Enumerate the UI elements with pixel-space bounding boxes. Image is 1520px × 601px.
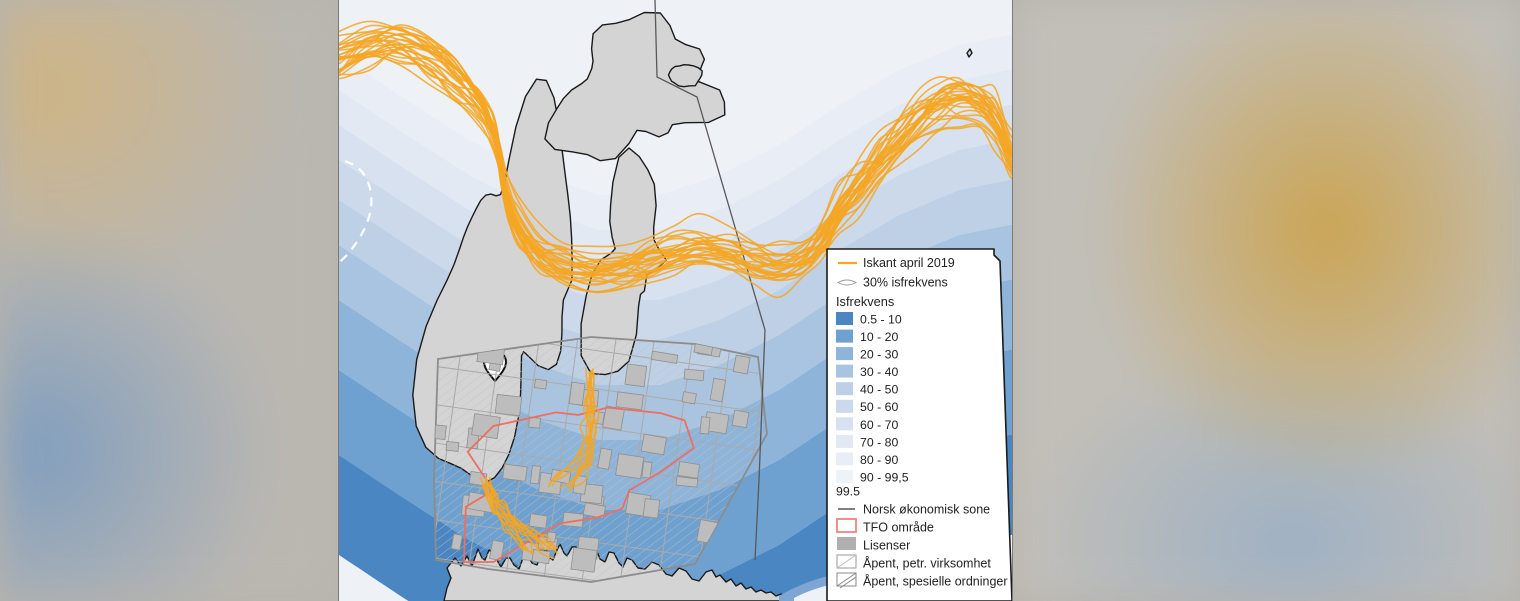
svg-text:30% isfrekvens: 30% isfrekvens	[863, 276, 948, 290]
svg-text:80 - 90: 80 - 90	[860, 453, 898, 467]
svg-text:40 - 50: 40 - 50	[860, 383, 898, 397]
svg-text:TFO område: TFO område	[863, 521, 934, 535]
svg-text:0.5 - 10: 0.5 - 10	[860, 313, 902, 327]
svg-text:50 - 60: 50 - 60	[860, 400, 898, 414]
svg-text:90 - 99,5: 90 - 99,5	[860, 471, 909, 485]
svg-text:Lisenser: Lisenser	[863, 539, 910, 553]
svg-text:99.5: 99.5	[836, 485, 860, 499]
svg-text:Åpent, petr. virksomhet: Åpent, petr. virksomhet	[863, 556, 991, 571]
svg-text:10 - 20: 10 - 20	[860, 330, 898, 344]
svg-text:60 - 70: 60 - 70	[860, 418, 898, 432]
svg-text:30 - 40: 30 - 40	[860, 365, 898, 379]
svg-text:Isfrekvens: Isfrekvens	[836, 294, 894, 309]
svg-text:20 - 30: 20 - 30	[860, 348, 898, 362]
svg-text:70 - 80: 70 - 80	[860, 435, 898, 449]
svg-text:Norsk økonomisk sone: Norsk økonomisk sone	[863, 503, 990, 517]
svg-text:Åpent, spesielle ordninger: Åpent, spesielle ordninger	[863, 574, 1008, 589]
svg-text:Iskant april 2019: Iskant april 2019	[863, 256, 955, 270]
